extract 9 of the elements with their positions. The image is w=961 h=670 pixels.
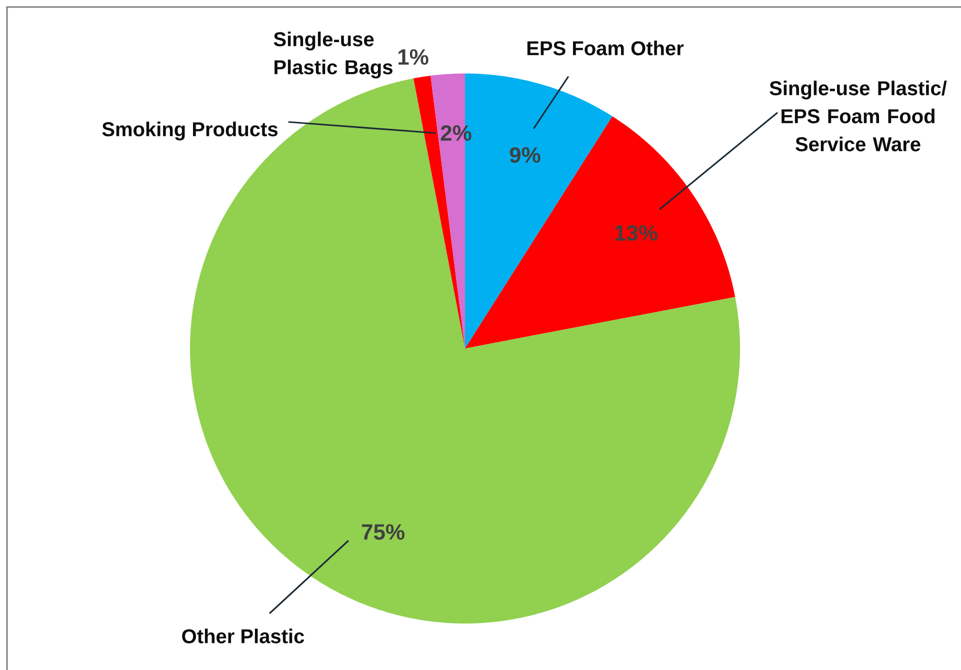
data-label: 13% <box>615 225 658 241</box>
slice-label: Other Plastic <box>182 628 304 644</box>
slice-label: Single-use Plastic/ EPS Foam Food Service Ware <box>770 80 947 152</box>
data-label: 1% <box>398 49 428 65</box>
data-label: 9% <box>510 147 540 163</box>
data-label: 75% <box>362 524 404 540</box>
slice-label: Smoking Products <box>102 122 278 140</box>
slice-label: EPS Foam Other <box>527 40 684 56</box>
slice-label: Single-use Plastic Bags <box>274 32 392 78</box>
